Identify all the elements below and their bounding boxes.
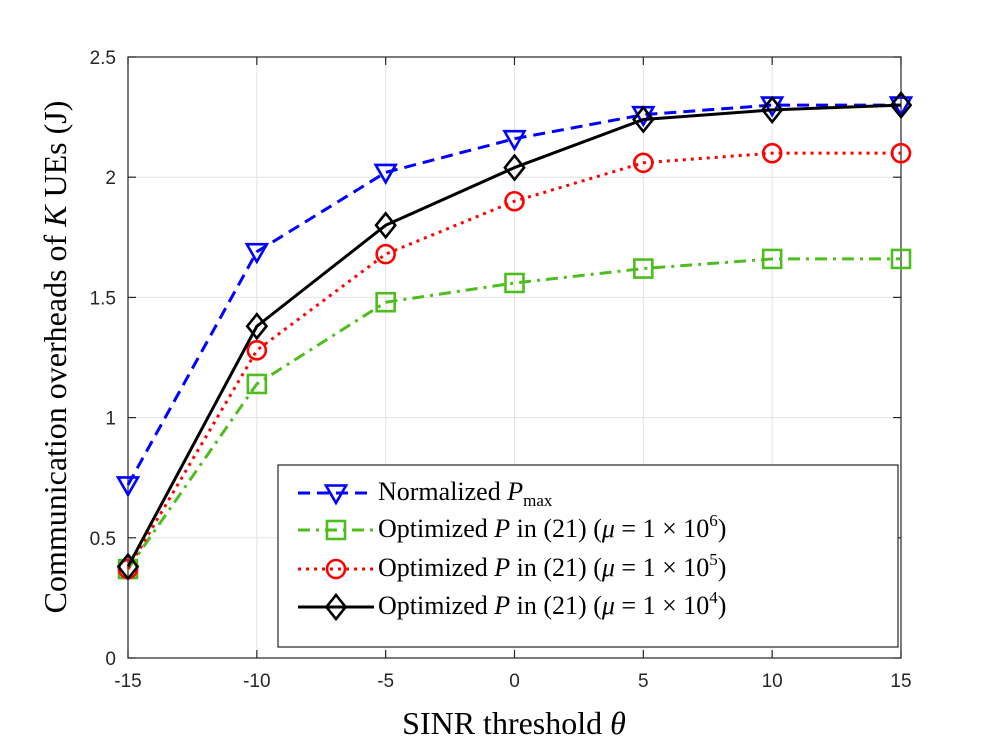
- data-point: [503, 153, 526, 182]
- y-axis-label: Communication overheads of K UEs (J): [37, 101, 73, 614]
- legend-key-1: [298, 484, 374, 506]
- data-point: [633, 152, 654, 174]
- series-line: [126, 103, 901, 486]
- legend-label-mu6: Optimized P in (21) (μ = 1 × 106): [378, 511, 726, 543]
- data-point: [115, 476, 141, 498]
- data-point: [373, 163, 398, 186]
- x-tick-label: -15: [114, 671, 141, 692]
- data-point: [760, 95, 784, 124]
- x-axis-label: SINR threshold θ: [402, 705, 626, 741]
- data-point: [632, 105, 655, 134]
- data-point: [244, 242, 270, 265]
- series-line: [126, 103, 902, 568]
- data-point: [246, 373, 268, 395]
- legend-key-marker: [324, 592, 348, 622]
- series-line: [126, 257, 901, 570]
- data-point: [761, 142, 783, 164]
- y-tick-label: 1.5: [90, 288, 116, 309]
- series-line: [126, 151, 901, 570]
- x-tick-label: 5: [638, 671, 649, 692]
- legend-box: [277, 464, 899, 648]
- legend-key-marker: [325, 558, 347, 580]
- series-4: [116, 90, 913, 581]
- x-tick-label: 0: [509, 671, 520, 692]
- data-point: [116, 552, 140, 581]
- axis-ticks: -15 -10 -5 0 5 10 15 0 0.5 1 1.5 2 2.5: [90, 48, 912, 692]
- legend-key-4: [298, 592, 374, 622]
- y-tick-label: 2: [105, 168, 116, 189]
- data-point: [761, 248, 783, 270]
- legend-label-normalized: Normalized Pmax: [378, 477, 553, 510]
- legend-key-3: [298, 558, 374, 580]
- legend: Normalized Pmax Optimized P in (21) (μ =…: [277, 464, 899, 648]
- data-point: [375, 291, 396, 313]
- series-group: [115, 90, 914, 581]
- data-point: [504, 190, 525, 212]
- data-point: [245, 312, 269, 341]
- x-tick-label: 15: [890, 671, 911, 692]
- data-point: [504, 272, 525, 294]
- y-tick-label: 0: [105, 649, 116, 670]
- data-point: [502, 129, 527, 152]
- legend-label-mu5: Optimized P in (21) (μ = 1 × 105): [378, 550, 726, 582]
- data-point: [246, 339, 268, 361]
- legend-key-marker: [325, 519, 347, 541]
- legend-key-2: [298, 519, 374, 541]
- y-tick-label: 1: [105, 409, 116, 430]
- data-point: [890, 142, 912, 164]
- legend-keys: [298, 484, 374, 622]
- data-point: [889, 90, 913, 120]
- x-tick-label: 10: [762, 671, 783, 692]
- legend-key-marker: [323, 484, 349, 506]
- x-tick-label: -10: [243, 671, 270, 692]
- x-tick-label: -5: [377, 671, 394, 692]
- data-point: [890, 248, 912, 270]
- data-point: [374, 211, 397, 240]
- data-point: [375, 243, 396, 265]
- legend-label-mu4: Optimized P in (21) (μ = 1 × 104): [378, 588, 726, 620]
- data-point: [633, 258, 654, 279]
- y-tick-label: 2.5: [90, 48, 116, 69]
- y-tick-label: 0.5: [90, 529, 116, 550]
